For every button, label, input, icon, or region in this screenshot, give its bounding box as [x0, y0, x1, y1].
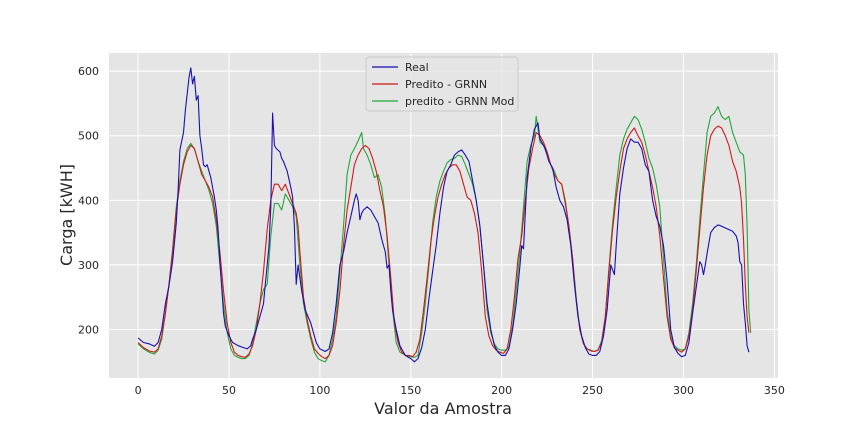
- x-tick-label: 250: [582, 384, 603, 397]
- x-tick-label: 350: [764, 384, 785, 397]
- legend-box: [365, 56, 519, 112]
- series-layer: [137, 67, 752, 363]
- y-tick-label: 200: [78, 324, 99, 337]
- y-axis-title: Carga [kWH]: [57, 164, 76, 266]
- x-tick-label: 150: [400, 384, 421, 397]
- x-axis-title: Valor da Amostra: [374, 399, 512, 418]
- x-tick-label: 100: [309, 384, 330, 397]
- y-tick-label: 400: [78, 194, 99, 207]
- y-tick-label: 600: [78, 65, 99, 78]
- y-tick-labels: 200 300 400 500 600: [78, 65, 99, 336]
- grid-lines: [109, 53, 778, 378]
- x-tick-labels: 0 50 100 150 200 250 300 350: [135, 384, 785, 397]
- x-tick-label: 300: [673, 384, 694, 397]
- series-line-real: [137, 67, 750, 363]
- y-tick-label: 500: [78, 130, 99, 143]
- legend-label-grnn: Predito - GRNN: [405, 78, 487, 91]
- legend-label-real: Real: [405, 61, 429, 74]
- x-tick-label: 0: [135, 384, 142, 397]
- x-tick-label: 50: [222, 384, 236, 397]
- y-tick-label: 300: [78, 259, 99, 272]
- legend: Real Predito - GRNN predito - GRNN Mod: [365, 56, 519, 112]
- legend-label-grnn-mod: predito - GRNN Mod: [405, 95, 514, 108]
- series-line-predito-grnn-mod: [137, 106, 752, 363]
- x-tick-label: 200: [491, 384, 512, 397]
